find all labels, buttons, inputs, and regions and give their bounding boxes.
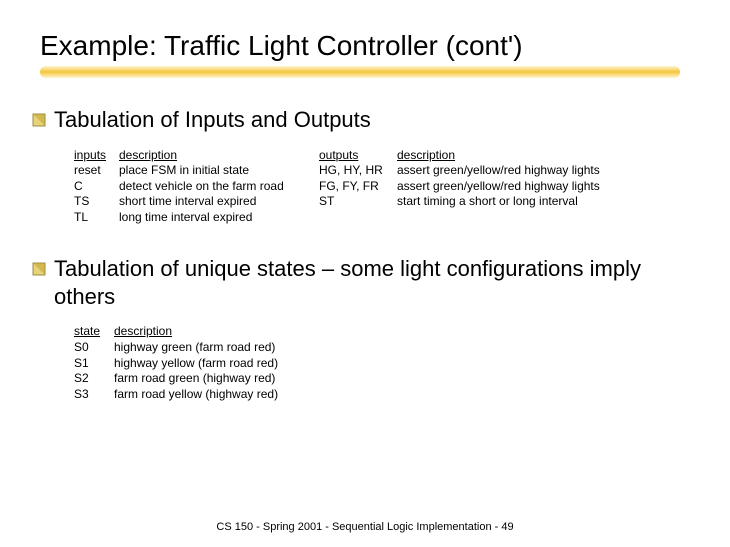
state-desc-row: farm road green (highway red) <box>114 371 278 387</box>
io-table: inputs reset C TS TL description place F… <box>74 148 700 226</box>
col-state-desc: description highway green (farm road red… <box>114 324 278 402</box>
slide-title: Example: Traffic Light Controller (cont'… <box>40 30 700 62</box>
title-underline <box>40 66 680 78</box>
output-desc-header: description <box>397 148 600 164</box>
input-desc-row: long time interval expired <box>119 210 319 226</box>
col-outputs: outputs HG, HY, HR FG, FY, FR ST <box>319 148 397 226</box>
state-header: state <box>74 324 114 340</box>
bullet-1: Tabulation of Inputs and Outputs <box>30 106 700 134</box>
bullet-2: Tabulation of unique states – some light… <box>30 255 700 310</box>
input-desc-header: description <box>119 148 319 164</box>
bullet-square-icon <box>32 262 46 276</box>
inputs-header: inputs <box>74 148 119 164</box>
input-row: C <box>74 179 119 195</box>
col-state: state S0 S1 S2 S3 <box>74 324 114 402</box>
state-desc-row: farm road yellow (highway red) <box>114 387 278 403</box>
input-desc-row: detect vehicle on the farm road <box>119 179 319 195</box>
slide: Example: Traffic Light Controller (cont'… <box>0 0 730 402</box>
input-row: TL <box>74 210 119 226</box>
bullet-1-text: Tabulation of Inputs and Outputs <box>54 106 371 134</box>
bullet-2-text: Tabulation of unique states – some light… <box>54 255 700 310</box>
output-desc-row: start timing a short or long interval <box>397 194 600 210</box>
state-desc-header: description <box>114 324 278 340</box>
states-table: state S0 S1 S2 S3 description highway gr… <box>74 324 700 402</box>
input-row: TS <box>74 194 119 210</box>
col-inputs: inputs reset C TS TL <box>74 148 119 226</box>
output-row: ST <box>319 194 397 210</box>
state-row: S0 <box>74 340 114 356</box>
output-desc-row: assert green/yellow/red highway lights <box>397 179 600 195</box>
slide-footer: CS 150 - Spring 2001 - Sequential Logic … <box>0 521 730 533</box>
state-desc-row: highway green (farm road red) <box>114 340 278 356</box>
col-output-desc: description assert green/yellow/red high… <box>397 148 600 226</box>
bullet-square-icon <box>32 113 46 127</box>
output-row: HG, HY, HR <box>319 163 397 179</box>
state-row: S2 <box>74 371 114 387</box>
input-desc-row: place FSM in initial state <box>119 163 319 179</box>
output-desc-row: assert green/yellow/red highway lights <box>397 163 600 179</box>
state-desc-row: highway yellow (farm road red) <box>114 356 278 372</box>
input-row: reset <box>74 163 119 179</box>
col-input-desc: description place FSM in initial state d… <box>119 148 319 226</box>
state-row: S3 <box>74 387 114 403</box>
input-desc-row: short time interval expired <box>119 194 319 210</box>
output-row: FG, FY, FR <box>319 179 397 195</box>
outputs-header: outputs <box>319 148 397 164</box>
state-row: S1 <box>74 356 114 372</box>
